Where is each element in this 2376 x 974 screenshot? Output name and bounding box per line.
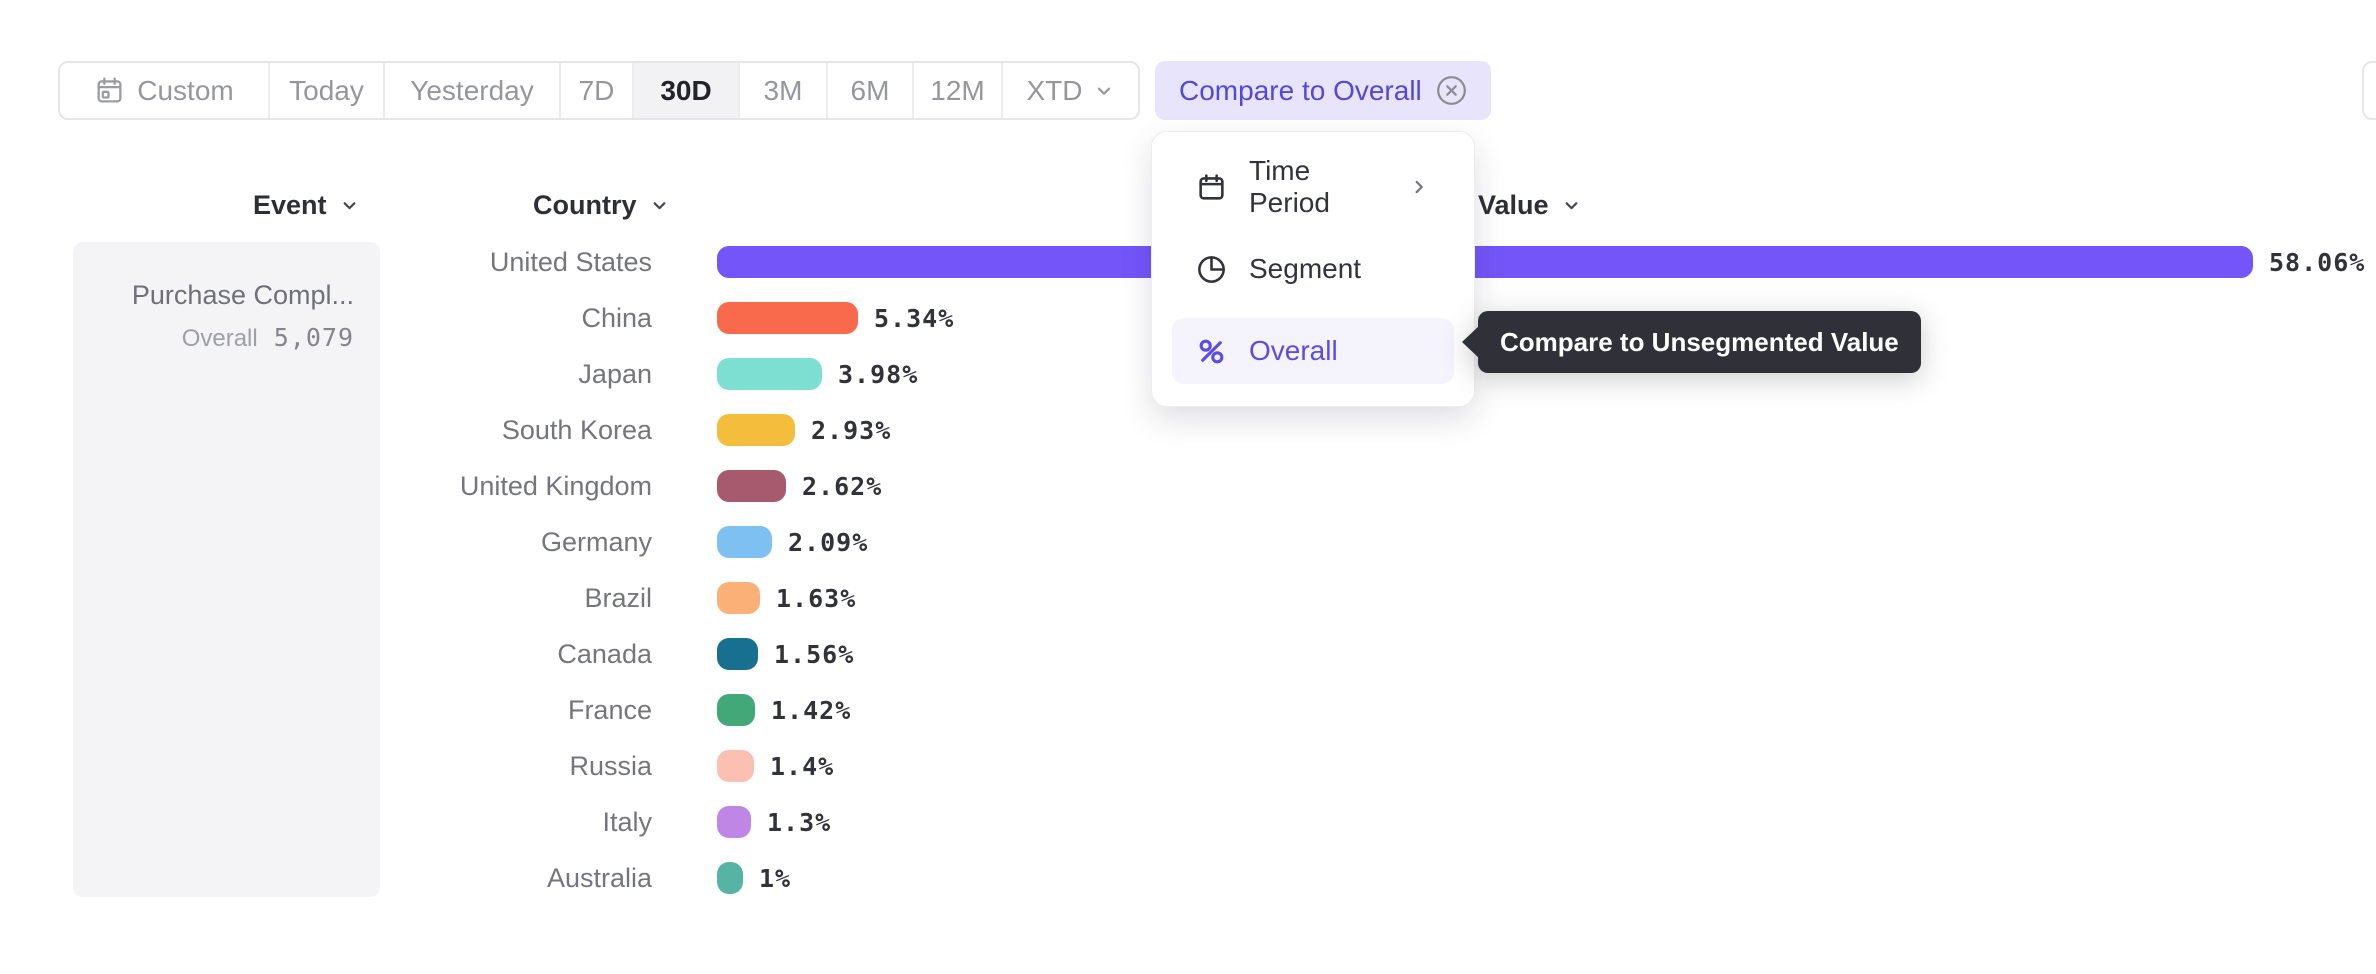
country-column-label: Country [533,190,637,220]
event-name: Purchase Compl... [131,280,354,310]
time-range-yesterday[interactable]: Yesterday [385,63,561,118]
menu-item-segment[interactable]: Segment [1172,236,1454,302]
country-value-united-kingdom: 2.62% [802,472,883,501]
country-label-united-states: United States [489,247,652,277]
chevron-right-icon [1415,180,1423,194]
time-range-custom[interactable]: Custom [60,63,270,118]
country-label-france: France [567,695,652,725]
percent-icon [1199,339,1224,363]
country-label-italy: Italy [602,807,652,837]
overall-value: 5,079 [273,323,354,352]
country-value-united-states: 58.06% [2269,248,2366,277]
country-bar-australia[interactable] [717,862,743,894]
event-column-label: Event [253,190,327,220]
country-value-canada: 1.56% [774,640,855,669]
country-label-australia: Australia [546,863,652,893]
country-label-japan: Japan [578,359,652,389]
remove-compare-icon[interactable] [1436,75,1467,106]
event-column-header[interactable]: Event [253,190,360,221]
chevron-down-icon [1097,87,1110,95]
chevron-down-icon [1565,202,1577,210]
compare-to-overall-chip[interactable]: Compare to Overall [1155,61,1491,120]
country-label-germany: Germany [540,527,652,557]
country-label-south-korea: South Korea [501,415,652,445]
country-value-russia: 1.4% [770,752,835,781]
tooltip-text: Compare to Unsegmented Value [1478,311,1921,373]
country-label-united-kingdom: United Kingdom [459,471,652,501]
time-range-today[interactable]: Today [270,63,385,118]
time-range-6m[interactable]: 6M [828,63,914,118]
compare-dropdown-menu: Time Period Segment Overall [1151,131,1475,407]
compare-chip-label: Compare to Overall [1179,74,1422,106]
country-bar-south-korea[interactable] [717,414,795,446]
country-label-brazil: Brazil [584,583,652,613]
country-bar-china[interactable] [717,302,858,334]
event-panel[interactable]: Purchase Compl... Overall 5,079 [73,242,380,897]
time-range-3m[interactable]: 3M [740,63,828,118]
cutoff-button-fragment[interactable] [2362,61,2376,120]
country-value-australia: 1% [759,864,792,893]
chevron-down-icon [653,202,665,210]
time-range-toolbar: Custom Today Yesterday 7D 30D 3M 6M 12M XTD [58,61,1140,120]
country-bar-france[interactable] [717,694,755,726]
country-value-france: 1.42% [771,696,852,725]
time-range-7d[interactable]: 7D [561,63,634,118]
country-bar-japan[interactable] [717,358,822,390]
country-value-china: 5.34% [874,304,955,333]
country-bar-united-kingdom[interactable] [717,470,786,502]
country-value-japan: 3.98% [838,360,919,389]
tooltip: Compare to Unsegmented Value [1462,311,1921,373]
value-column-header[interactable]: Value [1478,190,1582,221]
tooltip-arrow [1462,325,1480,359]
country-bar-italy[interactable] [717,806,751,838]
time-range-xtd[interactable]: XTD [1003,63,1138,118]
country-label-russia: Russia [569,751,652,781]
country-bar-brazil[interactable] [717,582,760,614]
menu-item-overall[interactable]: Overall [1172,318,1454,384]
country-bar-russia[interactable] [717,750,754,782]
calendar-icon [97,77,122,103]
country-value-south-korea: 2.93% [811,416,892,445]
chevron-down-icon [343,202,355,210]
menu-item-time-period[interactable]: Time Period [1172,154,1454,220]
value-column-label: Value [1478,190,1549,220]
country-bar-germany[interactable] [717,526,772,558]
country-bar-canada[interactable] [717,638,758,670]
country-value-germany: 2.09% [788,528,869,557]
country-value-italy: 1.3% [767,808,832,837]
overall-label: Overall [181,325,258,352]
country-label-china: China [581,303,652,333]
time-range-30d[interactable]: 30D [634,63,740,118]
country-value-brazil: 1.63% [776,584,857,613]
segment-icon [1198,255,1225,283]
time-range-12m[interactable]: 12M [914,63,1003,118]
country-bar-united-states[interactable] [717,246,2253,278]
country-label-canada: Canada [557,639,652,669]
calendar-icon [1199,173,1224,200]
country-column-header[interactable]: Country [533,190,670,221]
